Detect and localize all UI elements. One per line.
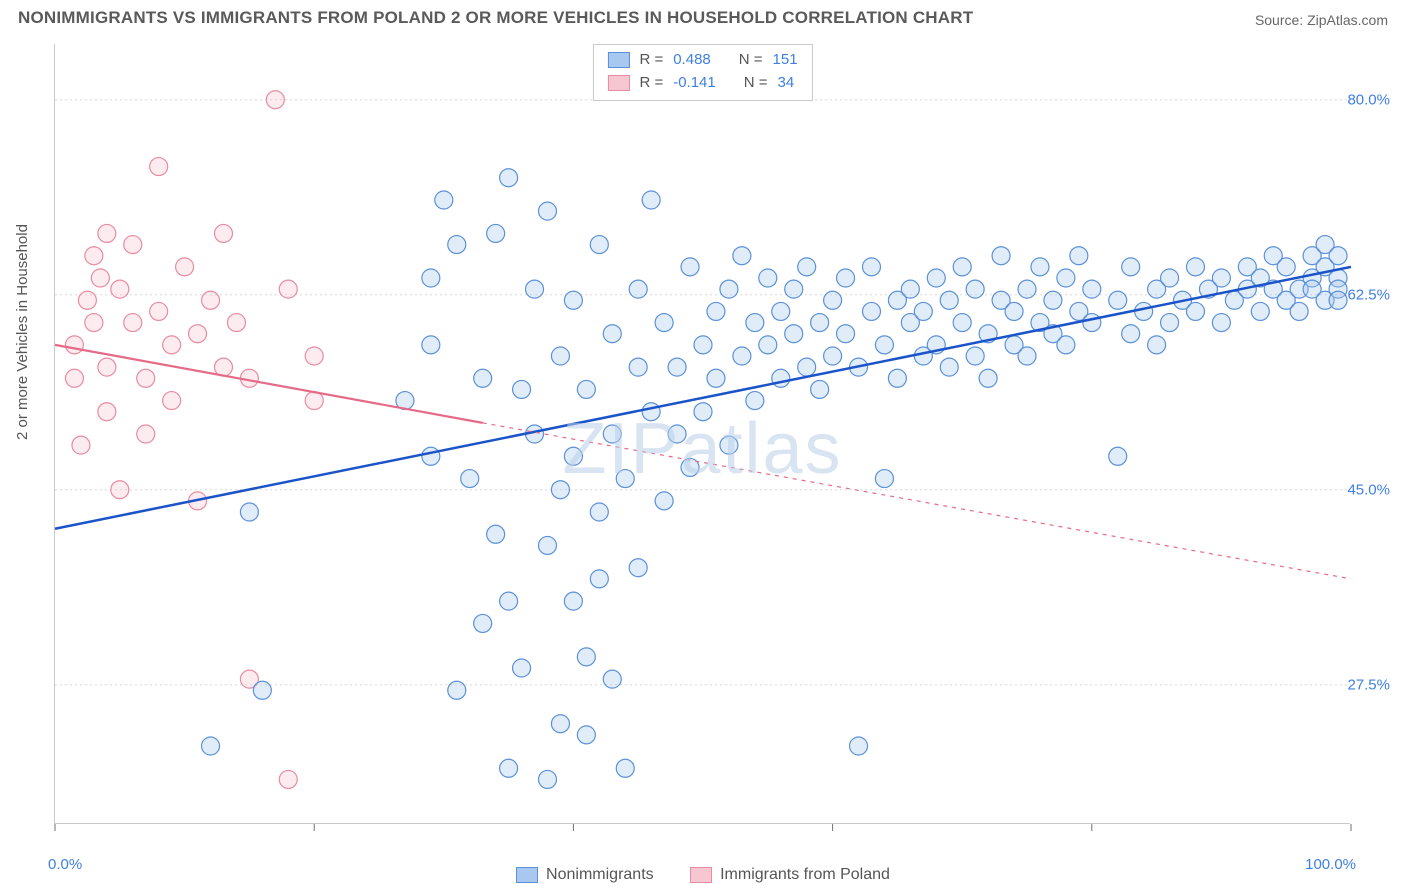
legend: Nonimmigrants Immigrants from Poland	[0, 866, 1406, 888]
legend-item-pink: Immigrants from Poland	[690, 866, 890, 884]
legend-swatch-pink	[690, 867, 712, 883]
r-label: R =	[639, 49, 663, 72]
y-tick-label: 45.0%	[1347, 481, 1390, 498]
r-label: R =	[639, 72, 663, 95]
legend-swatch-blue	[516, 867, 538, 883]
y-tick-label: 80.0%	[1347, 91, 1390, 108]
n-value-blue: 151	[773, 49, 798, 72]
chart-header: NONIMMIGRANTS VS IMMIGRANTS FROM POLAND …	[0, 0, 1406, 32]
stats-row-pink: R = -0.141 N = 34	[607, 72, 797, 95]
legend-label-blue: Nonimmigrants	[546, 866, 654, 884]
plot-area: ZIPatlas R = 0.488 N = 151 R = -0.141 N …	[54, 44, 1350, 824]
correlation-stats-box: R = 0.488 N = 151 R = -0.141 N = 34	[592, 44, 812, 101]
n-label: N =	[739, 49, 763, 72]
legend-label-pink: Immigrants from Poland	[720, 866, 890, 884]
r-value-blue: 0.488	[673, 49, 711, 72]
swatch-pink	[607, 75, 629, 91]
y-tick-label: 62.5%	[1347, 286, 1390, 303]
n-label: N =	[744, 72, 768, 95]
swatch-blue	[607, 52, 629, 68]
chart-title: NONIMMIGRANTS VS IMMIGRANTS FROM POLAND …	[18, 8, 973, 28]
chart-source: Source: ZipAtlas.com	[1255, 12, 1388, 28]
stats-row-blue: R = 0.488 N = 151	[607, 49, 797, 72]
r-value-pink: -0.141	[673, 72, 716, 95]
n-value-pink: 34	[778, 72, 795, 95]
y-tick-label: 27.5%	[1347, 676, 1390, 693]
scatter-plot-svg	[55, 44, 1350, 823]
y-axis-label: 2 or more Vehicles in Household	[14, 224, 31, 440]
legend-item-blue: Nonimmigrants	[516, 866, 654, 884]
